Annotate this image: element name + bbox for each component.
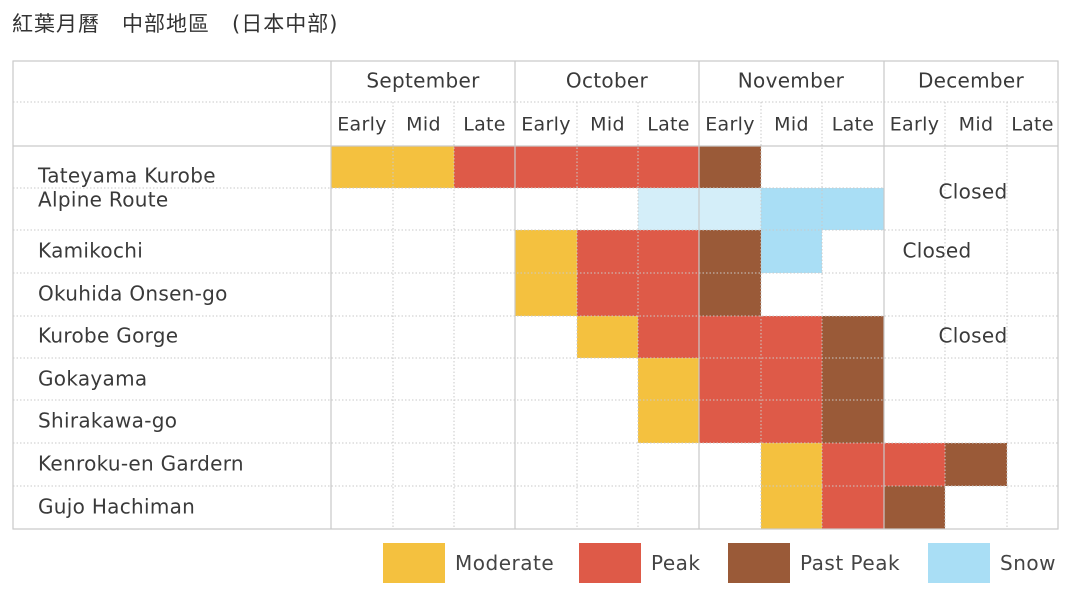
- cell-gujo-hachiman-moderate-7: [761, 486, 822, 529]
- cell-tateyama-kurobe-alpine-route-peak-2: [454, 146, 515, 188]
- row-label-gokayama: Gokayama: [38, 367, 147, 391]
- closed-label-kamikochi: Closed: [903, 239, 972, 263]
- cell-shirakawa-go-past-8: [822, 400, 884, 443]
- header-period-9: Early: [890, 114, 939, 136]
- header-month-november: November: [738, 69, 845, 93]
- closed-label-tateyama: Closed: [939, 180, 1008, 204]
- row-label-tateyama-line1: Tateyama Kurobe: [37, 164, 216, 188]
- cell-kenroku-en-gardern-peak-9: [884, 443, 945, 486]
- legend-label-peak: Peak: [651, 551, 701, 575]
- cell-tateyama-kurobe-alpine-route-peak-5: [638, 146, 699, 188]
- cell-okuhida-onsen-go-past-6: [699, 273, 761, 316]
- cell-tateyama-kurobe-alpine-route-moderate-1: [393, 146, 454, 188]
- chart-title: 紅葉月曆 中部地區 (日本中部): [12, 12, 339, 36]
- cell-kurobe-gorge-peak-7: [761, 316, 822, 358]
- legend-swatch-moderate: [383, 543, 445, 583]
- header-period-4: Mid: [590, 114, 625, 136]
- table-border: [12, 60, 1059, 530]
- header-period-2: Late: [463, 114, 506, 136]
- cell-kurobe-gorge-peak-5: [638, 316, 699, 358]
- row-label-gujo-hachiman: Gujo Hachiman: [38, 495, 195, 519]
- legend-swatch-snow: [928, 543, 990, 583]
- cell-tateyama-kurobe-alpine-route-past-6: [699, 146, 761, 188]
- header-period-10: Mid: [959, 114, 994, 136]
- legend-past-peak: Past Peak: [728, 543, 900, 583]
- closed-label-kurobe: Closed: [939, 324, 1008, 348]
- cell-gujo-hachiman-peak-8: [822, 486, 884, 529]
- legend-swatch-past-peak: [728, 543, 790, 583]
- cell-gokayama-peak-7: [761, 358, 822, 400]
- cell-okuhida-onsen-go-peak-4: [577, 273, 638, 316]
- legend-label-moderate: Moderate: [455, 551, 555, 575]
- cell-tateyama-kurobe-alpine-route-snow-5: [638, 188, 699, 230]
- cell-kenroku-en-gardern-past-10: [945, 443, 1007, 486]
- cell-tateyama-kurobe-alpine-route-snow-7: [761, 188, 822, 230]
- cell-kenroku-en-gardern-peak-8: [822, 443, 884, 486]
- header-month-october: October: [566, 69, 649, 93]
- cell-kurobe-gorge-past-8: [822, 316, 884, 358]
- legend-swatch-peak: [579, 543, 641, 583]
- legend-snow: Snow: [928, 543, 1056, 583]
- cell-kamikochi-moderate-3: [515, 230, 577, 273]
- header-period-5: Late: [647, 114, 690, 136]
- cell-kamikochi-peak-5: [638, 230, 699, 273]
- row-label-kamikochi: Kamikochi: [38, 239, 143, 263]
- cell-shirakawa-go-peak-7: [761, 400, 822, 443]
- row-label-okuhida-onsen-go: Okuhida Onsen-go: [38, 282, 228, 306]
- cell-kamikochi-peak-4: [577, 230, 638, 273]
- header-month-december: December: [918, 69, 1025, 93]
- cell-gokayama-past-8: [822, 358, 884, 400]
- row-label-kurobe-gorge: Kurobe Gorge: [38, 324, 178, 348]
- header-period-7: Mid: [774, 114, 809, 136]
- header-month-september: September: [366, 69, 480, 93]
- cell-shirakawa-go-peak-6: [699, 400, 761, 443]
- legend-peak: Peak: [579, 543, 701, 583]
- cell-tateyama-kurobe-alpine-route-snow-6: [699, 188, 761, 230]
- cell-tateyama-kurobe-alpine-route-peak-3: [515, 146, 577, 188]
- cell-tateyama-kurobe-alpine-route-peak-4: [577, 146, 638, 188]
- cell-kurobe-gorge-moderate-4: [577, 316, 638, 358]
- header-period-0: Early: [337, 114, 386, 136]
- row-label-kenroku-en-gardern: Kenroku-en Gardern: [38, 452, 244, 476]
- header-period-8: Late: [832, 114, 875, 136]
- cell-kenroku-en-gardern-moderate-7: [761, 443, 822, 486]
- cell-kamikochi-snow-7: [761, 230, 822, 273]
- legend-moderate: Moderate: [383, 543, 554, 583]
- cell-okuhida-onsen-go-moderate-3: [515, 273, 577, 316]
- header-period-6: Early: [705, 114, 754, 136]
- cell-gokayama-peak-6: [699, 358, 761, 400]
- row-label-tateyama-line2: Alpine Route: [38, 188, 169, 212]
- cell-okuhida-onsen-go-peak-5: [638, 273, 699, 316]
- cell-shirakawa-go-moderate-5: [638, 400, 699, 443]
- cell-tateyama-kurobe-alpine-route-moderate-0: [331, 146, 393, 188]
- cell-kamikochi-past-6: [699, 230, 761, 273]
- cell-gujo-hachiman-past-9: [884, 486, 945, 529]
- cell-tateyama-kurobe-alpine-route-snow-8: [822, 188, 884, 230]
- header-period-11: Late: [1011, 114, 1054, 136]
- header-period-1: Mid: [406, 114, 441, 136]
- cell-kurobe-gorge-peak-6: [699, 316, 761, 358]
- legend-label-past-peak: Past Peak: [800, 551, 901, 575]
- header-period-3: Early: [521, 114, 570, 136]
- cell-gokayama-moderate-5: [638, 358, 699, 400]
- legend-label-snow: Snow: [1000, 551, 1056, 575]
- row-label-shirakawa-go: Shirakawa-go: [38, 409, 177, 433]
